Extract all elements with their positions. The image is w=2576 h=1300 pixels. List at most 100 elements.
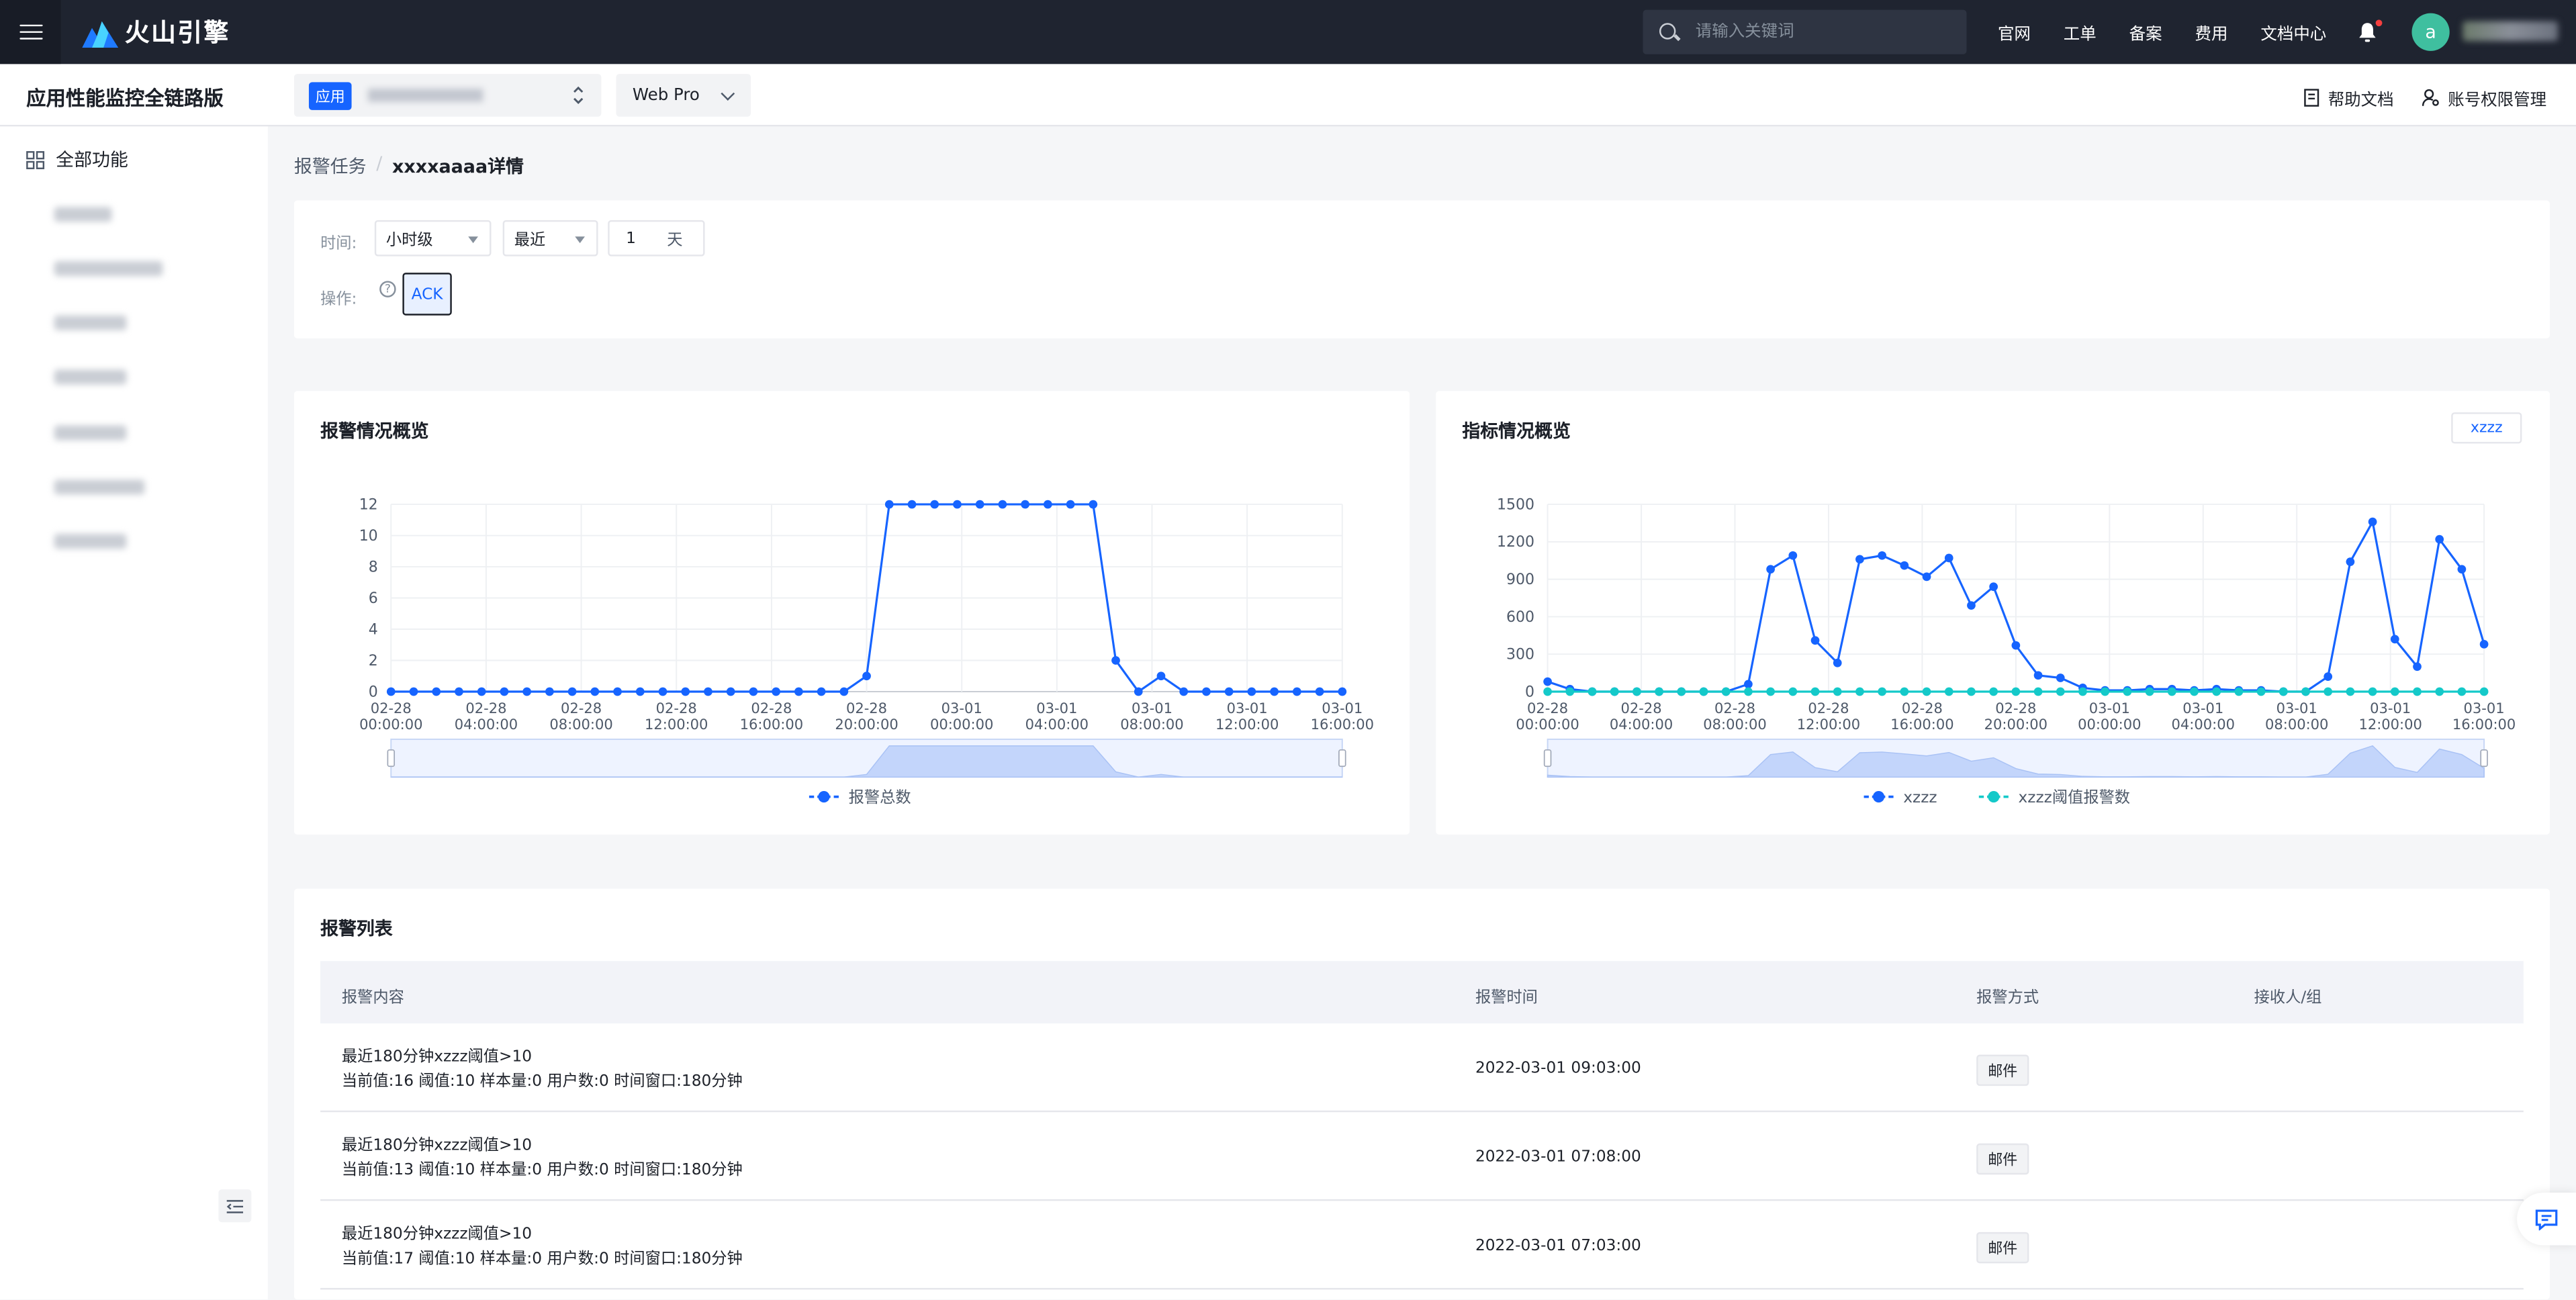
help-docs-label: 帮助文档 xyxy=(2328,92,2394,110)
x-tick-time: 20:00:00 xyxy=(835,716,898,733)
search-input[interactable] xyxy=(1695,23,1942,42)
data-point xyxy=(1224,687,1234,696)
x-tick-date: 02-28 xyxy=(751,700,792,716)
bell-icon[interactable] xyxy=(2358,21,2377,43)
col-time: 报警时间 xyxy=(1475,988,1538,1007)
account-permission-label: 账号权限管理 xyxy=(2448,92,2547,110)
env-label: Web Pro xyxy=(632,86,700,105)
range-select[interactable]: 最近 xyxy=(502,220,598,257)
help-docs-link[interactable]: 帮助文档 xyxy=(2303,85,2394,110)
data-point xyxy=(1292,687,1301,696)
data-point xyxy=(1833,687,1842,696)
global-search[interactable] xyxy=(1643,9,1967,54)
data-point xyxy=(522,687,531,696)
data-point xyxy=(455,687,463,696)
data-point xyxy=(884,500,894,509)
x-tick-date: 03-01 xyxy=(1132,700,1172,716)
zoom-handle-left xyxy=(387,749,396,768)
data-point xyxy=(1766,565,1775,574)
data-point xyxy=(704,687,712,696)
sidebar-item-redacted[interactable] xyxy=(54,534,127,549)
zoom-handle-left xyxy=(1543,749,1552,768)
app-name-redacted xyxy=(368,89,484,102)
collapse-icon xyxy=(226,1199,244,1213)
sidebar-item-redacted[interactable] xyxy=(54,479,145,495)
data-point xyxy=(1766,687,1775,696)
range-count-input[interactable]: 1 天 xyxy=(608,220,705,257)
x-tick-date: 02-28 xyxy=(1995,700,2036,716)
sidebar-item-redacted[interactable] xyxy=(54,207,112,222)
alert-overview-chart: 02468101202-2800:00:0002-2804:00:0002-28… xyxy=(359,496,1374,806)
alert-content: 最近180分钟xzzz阈值>10 当前值:17 阈值:10 样本量:0 用户数:… xyxy=(342,1222,743,1271)
data-point xyxy=(2390,635,2399,644)
nav-link-filing[interactable]: 备案 xyxy=(2129,26,2162,45)
x-tick-date: 03-01 xyxy=(2464,700,2505,716)
nav-link-official[interactable]: 官网 xyxy=(1997,26,2031,45)
sidebar-item-redacted[interactable] xyxy=(54,425,127,440)
data-point xyxy=(477,687,486,696)
alert-list-card: 报警列表 报警内容 报警时间 报警方式 接收人/组 最近180分钟xzzz阈值>… xyxy=(293,888,2550,1300)
data-point xyxy=(2479,687,2489,696)
data-point xyxy=(1900,687,1909,696)
nav-link-ticket[interactable]: 工单 xyxy=(2063,26,2097,45)
feedback-button[interactable] xyxy=(2517,1193,2576,1246)
brand-logo[interactable]: 火山引擎 xyxy=(82,15,230,49)
breadcrumb-parent[interactable]: 报警任务 xyxy=(293,156,367,178)
x-tick-date: 03-01 xyxy=(941,700,982,716)
ack-button[interactable]: ACK xyxy=(402,273,452,316)
data-point xyxy=(953,500,962,509)
data-point xyxy=(1944,553,1953,563)
x-tick-time: 16:00:00 xyxy=(1890,716,1953,733)
x-tick-date: 02-28 xyxy=(561,700,602,716)
x-tick-time: 08:00:00 xyxy=(549,716,612,733)
legend-item: 报警总数 xyxy=(809,788,911,806)
legend-marker xyxy=(1873,790,1885,803)
alert-list-title: 报警列表 xyxy=(320,918,393,940)
y-tick-label: 8 xyxy=(369,559,378,575)
x-tick-time: 04:00:00 xyxy=(1025,716,1089,733)
collapse-sidebar-button[interactable] xyxy=(218,1189,252,1223)
sidebar-item-redacted[interactable] xyxy=(54,261,163,277)
granularity-value: 小时级 xyxy=(385,231,433,250)
table-row: 最近180分钟xzzz阈值>10 当前值:16 阈值:10 样本量:0 用户数:… xyxy=(320,1023,2524,1113)
avatar[interactable]: a xyxy=(2411,13,2450,51)
col-content: 报警内容 xyxy=(341,988,404,1007)
data-point xyxy=(817,687,826,696)
data-point xyxy=(2145,687,2154,696)
alert-rule: 最近180分钟xzzz阈值>10 xyxy=(341,1136,533,1155)
data-point xyxy=(2368,687,2377,696)
app-selector[interactable]: 应用 xyxy=(293,74,602,117)
username-redacted[interactable] xyxy=(2463,21,2559,42)
env-selector[interactable]: Web Pro xyxy=(616,74,751,117)
sidebar-item-redacted[interactable] xyxy=(54,369,127,385)
menu-button[interactable] xyxy=(0,0,61,64)
nav-link-docs[interactable]: 文档中心 xyxy=(2260,26,2327,45)
nav-link-billing[interactable]: 费用 xyxy=(2195,26,2228,45)
top-links: 官网 工单 备案 费用 文档中心 xyxy=(1998,0,2359,64)
x-tick-date: 03-01 xyxy=(1036,700,1077,716)
data-point xyxy=(1855,555,1864,564)
legend-label: 报警总数 xyxy=(849,788,911,806)
product-header: 应用性能监控全链路版 应用 Web Pro 帮助文档 xyxy=(0,64,2576,127)
data-point xyxy=(794,687,803,696)
zoom-preview-area xyxy=(391,745,1342,778)
chevron-down-icon xyxy=(721,87,735,101)
granularity-select[interactable]: 小时级 xyxy=(374,220,492,257)
sidebar-item-redacted[interactable] xyxy=(54,315,127,330)
data-point xyxy=(2033,687,2043,696)
x-tick-time: 04:00:00 xyxy=(2172,716,2235,733)
data-point xyxy=(409,687,418,696)
question-icon[interactable]: ? xyxy=(379,281,396,297)
x-tick-time: 00:00:00 xyxy=(2078,716,2141,733)
account-permission-link[interactable]: 账号权限管理 xyxy=(2422,85,2546,110)
sidebar-item-all-features[interactable]: 全部功能 xyxy=(26,146,128,173)
x-tick-time: 12:00:00 xyxy=(645,716,708,733)
alert-way-tag: 邮件 xyxy=(1976,1054,2029,1086)
metric-select-button[interactable]: xzzz xyxy=(2451,412,2522,444)
data-point xyxy=(1922,572,1931,582)
zoom-handle-right xyxy=(1338,749,1346,768)
alert-overview-title: 报警情况概览 xyxy=(320,420,429,443)
data-point xyxy=(613,687,622,696)
data-point xyxy=(1134,687,1143,696)
x-tick-date: 03-01 xyxy=(1322,700,1363,716)
